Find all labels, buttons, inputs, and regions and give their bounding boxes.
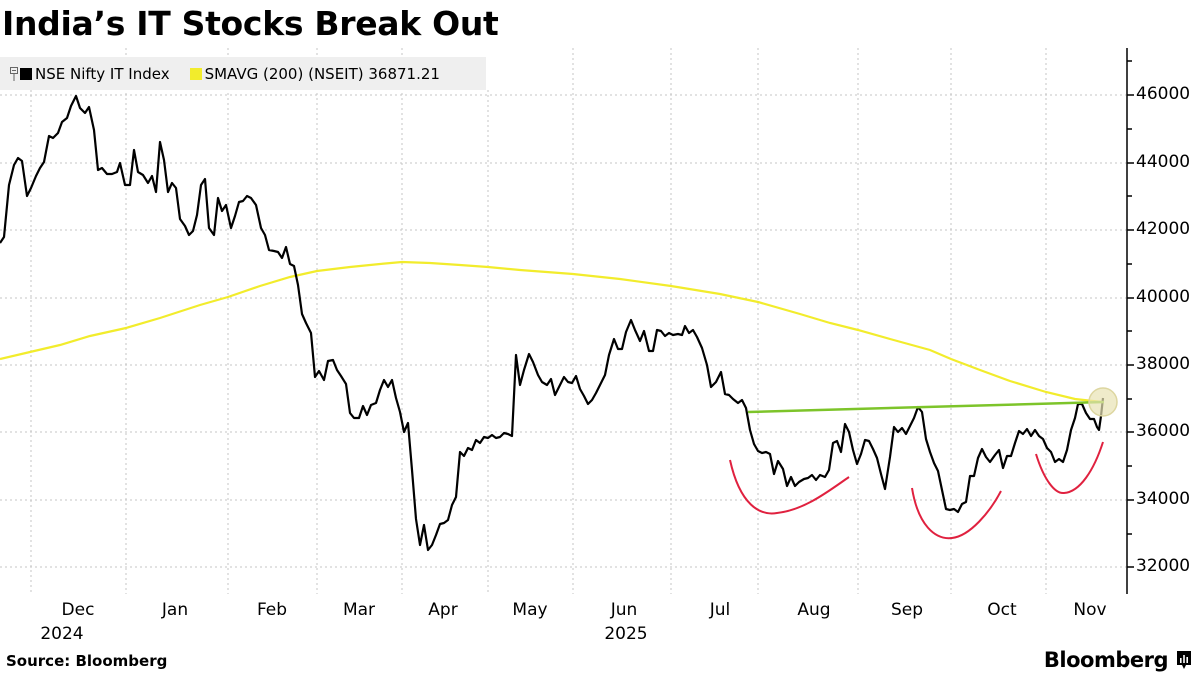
legend-swatch-black-icon xyxy=(20,67,32,80)
legend-handle-icon[interactable] xyxy=(10,66,18,81)
y-tick-46000: 46000 xyxy=(1136,84,1191,104)
cup-annotation-3 xyxy=(1035,441,1104,494)
source-note: Source: Bloomberg xyxy=(6,652,168,670)
legend-label-sma: SMAVG (200) (NSEIT) 36871.21 xyxy=(204,64,440,83)
y-tick-34000: 34000 xyxy=(1136,489,1191,509)
resistance-trendline xyxy=(747,400,1105,414)
y-tick-32000: 32000 xyxy=(1136,556,1191,576)
breakout-circle xyxy=(1088,387,1118,417)
x-year-2025: 2025 xyxy=(604,624,648,644)
cup-annotation-2 xyxy=(911,487,1002,540)
legend: NSE Nifty IT Index SMAVG (200) (NSEIT) 3… xyxy=(0,57,486,90)
y-tick-40000: 40000 xyxy=(1136,287,1191,307)
y-tick-36000: 36000 xyxy=(1136,421,1191,441)
y-axis xyxy=(1126,48,1134,594)
x-tick-jul: Jul xyxy=(709,600,731,620)
x-tick-feb: Feb xyxy=(256,600,288,620)
nifty-it-index-line xyxy=(0,94,1105,552)
x-tick-jan: Jan xyxy=(161,600,189,620)
legend-item-sma: SMAVG (200) (NSEIT) 36871.21 xyxy=(188,65,440,83)
legend-label-index: NSE Nifty IT Index xyxy=(35,64,170,83)
x-year-2024: 2024 xyxy=(40,624,84,644)
x-tick-oct: Oct xyxy=(987,600,1017,620)
bloomberg-logo-icon xyxy=(1177,651,1191,669)
y-tick-42000: 42000 xyxy=(1136,219,1191,239)
horizontal-gridlines xyxy=(0,94,1126,568)
vertical-gridlines xyxy=(30,48,1047,594)
x-tick-sep: Sep xyxy=(890,600,924,620)
y-tick-44000: 44000 xyxy=(1136,152,1191,172)
sma-200-line xyxy=(0,260,1103,404)
x-tick-may: May xyxy=(512,600,548,620)
legend-swatch-yellow-icon xyxy=(189,67,202,80)
x-tick-aug: Aug xyxy=(797,600,831,620)
chart-title: India’s IT Stocks Break Out xyxy=(2,4,499,43)
x-tick-mar: Mar xyxy=(342,600,376,620)
legend-item-index: NSE Nifty IT Index xyxy=(18,65,170,83)
x-tick-dec: Dec xyxy=(61,600,95,620)
y-tick-38000: 38000 xyxy=(1136,354,1191,374)
x-tick-jun: Jun xyxy=(610,600,638,620)
cup-annotation-1 xyxy=(729,459,850,515)
bloomberg-wordmark: Bloomberg xyxy=(1043,648,1169,672)
x-tick-nov: Nov xyxy=(1073,600,1107,620)
x-tick-apr: Apr xyxy=(428,600,458,620)
